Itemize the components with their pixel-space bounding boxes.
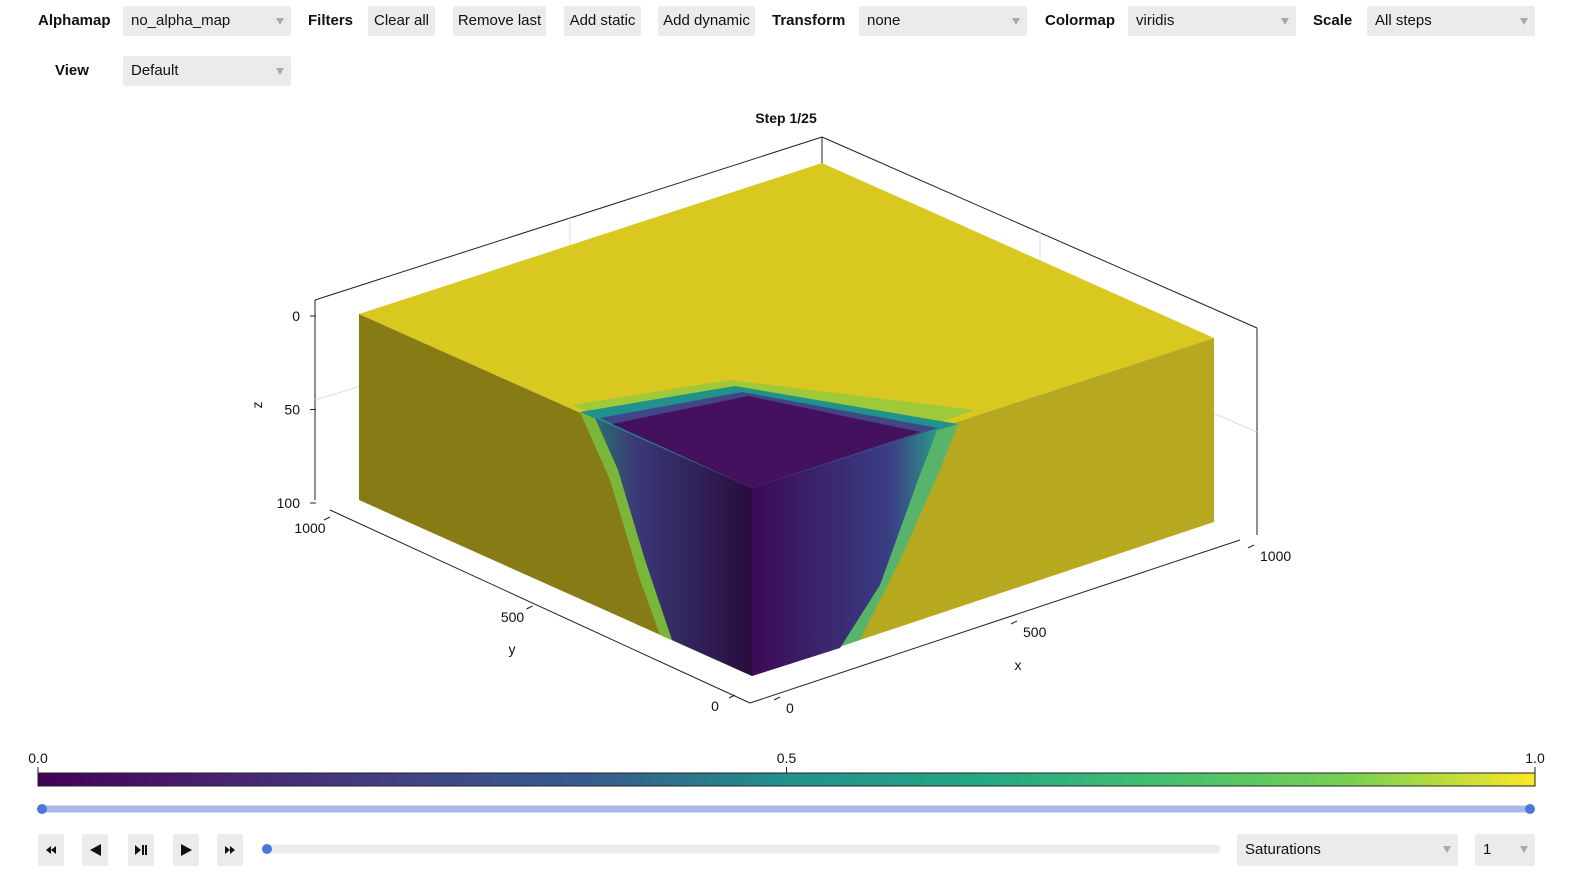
- colorbar-tick-label: 0.0: [28, 750, 48, 766]
- alphamap-dropdown[interactable]: no_alpha_map: [123, 6, 291, 36]
- x-tick-label: 1000: [1260, 548, 1291, 564]
- y-tick-mark: [323, 516, 331, 521]
- colorbar-tick-label: 0.5: [777, 750, 797, 766]
- alphamap-label: Alphamap: [38, 12, 111, 29]
- step-handle[interactable]: [262, 844, 272, 854]
- plot-title: Step 1/25: [755, 110, 817, 126]
- transform-label: Transform: [772, 12, 846, 29]
- clear-all-button[interactable]: Clear all: [368, 6, 435, 36]
- player-buttons: [38, 834, 243, 866]
- x-axis-label: x: [1015, 657, 1022, 673]
- y-tick-label: 1000: [294, 520, 325, 536]
- z-tick-label: 0: [292, 308, 300, 324]
- z-axis-label: z: [249, 402, 265, 409]
- field-dropdown[interactable]: Saturations: [1237, 834, 1458, 866]
- scale-label: Scale: [1313, 12, 1353, 29]
- add-dynamic-button[interactable]: Add dynamic: [658, 6, 755, 36]
- y-tick-mark: [526, 605, 533, 610]
- y-tick-label: 0: [711, 698, 719, 714]
- z-tick-label: 50: [284, 402, 300, 418]
- range-handle-start[interactable]: [37, 804, 47, 814]
- y-tick-label: 500: [501, 609, 525, 625]
- remove-last-button[interactable]: Remove last: [453, 6, 546, 36]
- y-axis-label: y: [509, 641, 516, 657]
- volume: [359, 163, 1214, 676]
- range-handle-end[interactable]: [1525, 804, 1535, 814]
- transform-dropdown[interactable]: none: [859, 6, 1027, 36]
- z-tick-label: 100: [277, 495, 301, 511]
- x-tick-label: 0: [786, 700, 794, 716]
- y-tick-mark: [728, 694, 736, 699]
- x-tick-mark: [1010, 620, 1018, 625]
- view-dropdown[interactable]: Default: [123, 56, 291, 86]
- scale-dropdown[interactable]: All steps: [1367, 6, 1535, 36]
- component-dropdown[interactable]: 1: [1475, 834, 1535, 866]
- view-label: View: [55, 62, 89, 79]
- x-tick-mark: [1247, 544, 1255, 549]
- filters-label: Filters: [308, 12, 354, 29]
- add-static-button[interactable]: Add static: [564, 6, 641, 36]
- colormap-label: Colormap: [1045, 12, 1116, 29]
- colorbar-tick-label: 1.0: [1525, 750, 1545, 766]
- colorbar: [37, 772, 1536, 787]
- colormap-dropdown[interactable]: viridis: [1128, 6, 1296, 36]
- x-tick-label: 500: [1023, 624, 1047, 640]
- x-tick-mark: [773, 696, 781, 701]
